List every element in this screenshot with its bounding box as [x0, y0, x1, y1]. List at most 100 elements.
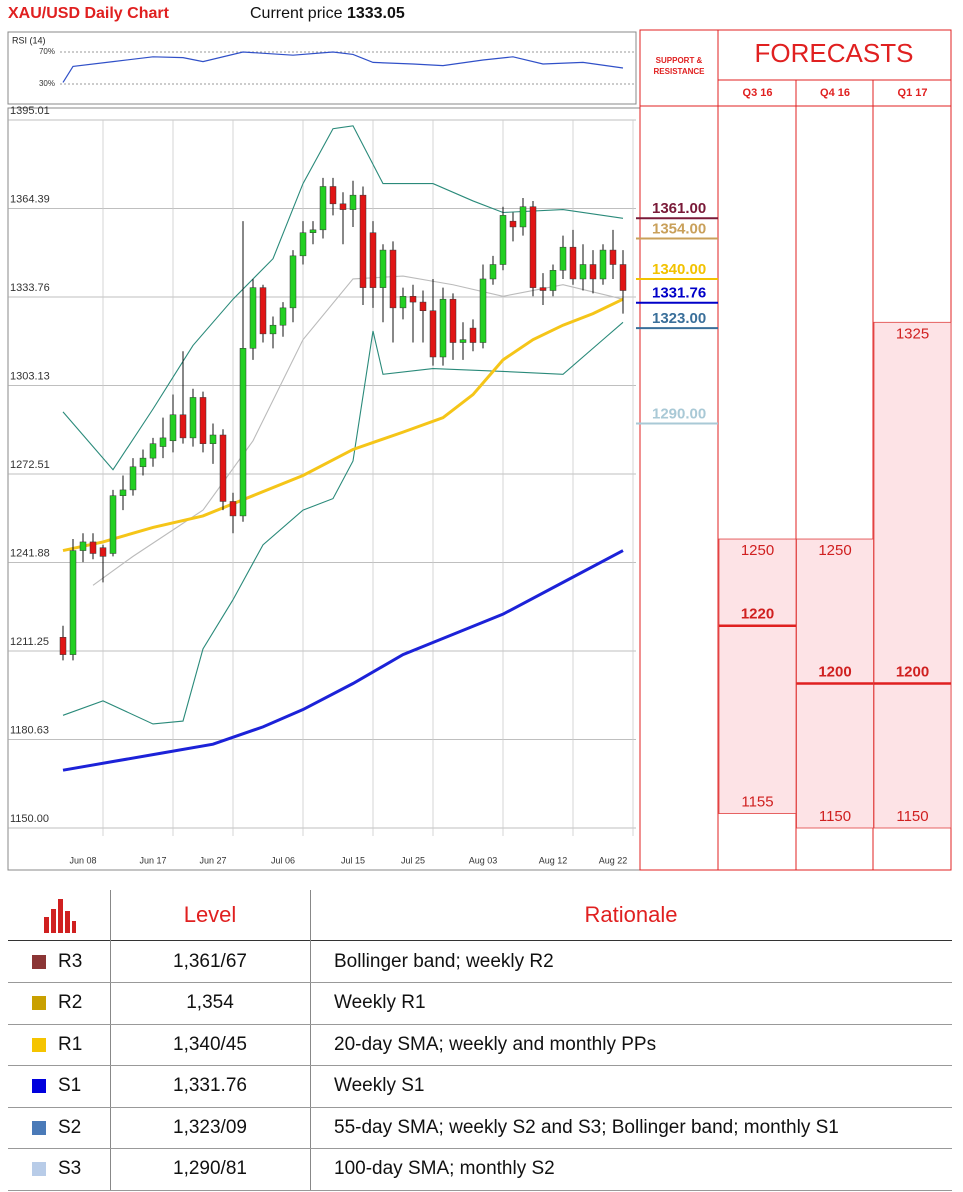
- candle-body: [179, 414, 187, 439]
- column-header: Rationale: [584, 902, 678, 927]
- sr-label: 1331.76: [652, 285, 706, 302]
- row-name: R1: [58, 1033, 83, 1055]
- forecast-range: [873, 321, 952, 829]
- indicator-line: [62, 297, 624, 553]
- indicator-line: [92, 275, 624, 586]
- candle-body: [99, 547, 107, 557]
- rsi-line: [62, 51, 624, 83]
- forecast-low: 1150: [896, 808, 928, 825]
- candle-body: [139, 457, 147, 468]
- x-tick-label: Jun 08: [69, 855, 96, 865]
- row-name: S3: [58, 1158, 82, 1179]
- candle-body: [459, 339, 467, 343]
- forecast-median-label: 1200: [818, 663, 851, 680]
- x-tick-label: Jul 06: [271, 855, 295, 865]
- icon-cell: [8, 890, 110, 940]
- forecast-period: Q4 16: [820, 87, 850, 99]
- candle-body: [619, 264, 627, 291]
- level-cell: 1,331.76: [173, 1075, 247, 1096]
- y-tick-label: 1303.13: [10, 370, 50, 382]
- candle-body: [159, 437, 167, 447]
- y-tick-label: 1211.25: [10, 636, 49, 648]
- candle-body: [339, 203, 347, 210]
- y-tick-label: 1333.76: [10, 282, 50, 294]
- forecast-median-label: 1200: [896, 663, 929, 680]
- price-label: Current price 1333.05: [250, 5, 405, 22]
- sr-label: 1354.00: [652, 220, 706, 237]
- forecast-period: Q3 16: [743, 87, 773, 99]
- indicator-line: [62, 321, 624, 725]
- rsi-frame: [7, 31, 637, 105]
- candle-body: [169, 414, 177, 442]
- candle-body: [289, 255, 297, 309]
- y-tick-label: 1241.88: [10, 547, 50, 559]
- y-tick-label: 1364.39: [10, 193, 50, 205]
- column-header: Level: [183, 902, 237, 927]
- candle-body: [549, 270, 557, 291]
- rsi-title: RSI (14): [12, 35, 46, 45]
- rsi-tick-label: 30%: [39, 79, 55, 88]
- candle-body: [369, 232, 377, 288]
- x-tick-label: Jun 27: [199, 855, 226, 865]
- table-row: R3 1,361/67 Bollinger band; weekly R2: [8, 941, 952, 983]
- table-row: S2 1,323/09 55-day SMA; weekly S2 and S3; …: [8, 1107, 952, 1149]
- x-tick-label: Aug 03: [469, 855, 498, 865]
- candle-body: [249, 287, 257, 349]
- x-tick-label: Aug 12: [539, 855, 568, 865]
- candle-body: [79, 541, 87, 551]
- candle-body: [299, 232, 307, 257]
- candle-body: [529, 206, 537, 288]
- sr-label: 1290.00: [652, 405, 706, 422]
- levels-table: Level Rationale R3 1,361/67 Bollinger band…: [8, 890, 952, 1191]
- column-separator: [310, 890, 311, 1190]
- candle-body: [359, 194, 367, 288]
- sr-label: 1323.00: [652, 310, 706, 327]
- table-row: S1 1,331.76 Weekly S1: [8, 1066, 952, 1108]
- candle-body: [269, 324, 277, 335]
- candle-body: [449, 298, 457, 343]
- candle-body: [329, 186, 337, 205]
- row-name: S1: [58, 1075, 82, 1096]
- row-label-cell: S3: [32, 1149, 110, 1190]
- chart: XAU/USD Daily Chart Current price 1333.0…: [7, 5, 952, 871]
- row-label-cell: R3: [32, 941, 110, 982]
- candle-body: [409, 296, 417, 303]
- level-swatch: [32, 954, 46, 969]
- forecast-median-label: 1220: [741, 606, 774, 623]
- level-swatch: [32, 1120, 46, 1135]
- candle-body: [109, 495, 117, 554]
- bar-icon: [44, 899, 76, 933]
- rsi-tick-label: 70%: [39, 47, 55, 56]
- candle-body: [319, 186, 327, 231]
- rationale-cell: Bollinger band; weekly R2: [334, 950, 554, 972]
- candle-body: [229, 501, 237, 517]
- candle-body: [479, 278, 487, 343]
- sr-label: 1361.00: [652, 200, 706, 217]
- candle-body: [439, 298, 447, 358]
- table-row: S3 1,290/81 100-day SMA; monthly S2: [8, 1149, 952, 1191]
- candle-body: [379, 249, 387, 288]
- indicator-line: [62, 549, 624, 772]
- candle-body: [389, 249, 397, 309]
- table-header: Level Rationale: [8, 890, 952, 941]
- column-separator: [110, 890, 111, 1190]
- indicator-line: [62, 125, 624, 471]
- candle-body: [509, 220, 517, 228]
- candle-body: [129, 466, 137, 491]
- table-row: R1 1,340/45 20-day SMA; weekly and monthly…: [8, 1024, 952, 1066]
- candle-body: [209, 434, 217, 444]
- candle-body: [609, 249, 617, 265]
- rationale-cell: Weekly R1: [334, 992, 426, 1013]
- candle-body: [579, 264, 587, 280]
- candle-body: [309, 229, 317, 233]
- candle-body: [199, 397, 207, 444]
- level-swatch: [32, 1037, 46, 1052]
- rationale-cell: 55-day SMA; weekly S2 and S3; Bollinger …: [334, 1116, 839, 1138]
- sr-title: RESISTANCE: [654, 67, 706, 76]
- level-cell: 1,354: [186, 992, 234, 1013]
- candle-body: [599, 249, 607, 280]
- price-value: 1333.05: [347, 5, 405, 22]
- candle-body: [489, 264, 497, 280]
- forecast-high: 1250: [818, 542, 851, 559]
